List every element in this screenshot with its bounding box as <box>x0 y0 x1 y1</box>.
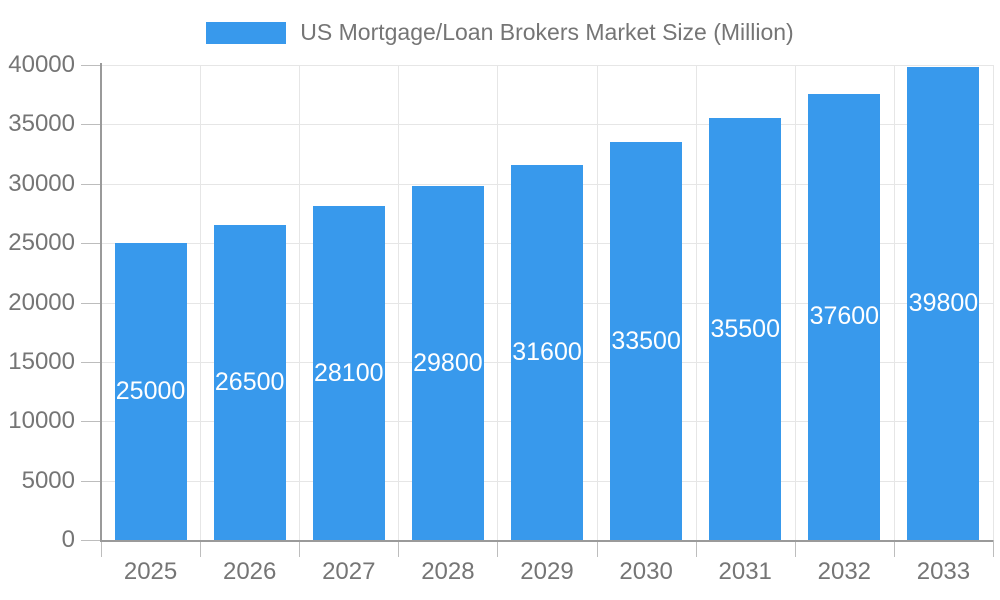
y-axis-tick-label: 25000 <box>8 229 75 257</box>
gridline-v <box>299 65 301 540</box>
y-axis-tick <box>81 183 101 185</box>
x-axis-tick-label: 2031 <box>718 558 772 585</box>
bar-2030[interactable]: 33500 <box>610 142 683 540</box>
bar-value-label: 35500 <box>710 314 780 343</box>
y-axis-tick-label: 10000 <box>8 407 75 435</box>
bar-2028[interactable]: 29800 <box>411 186 484 540</box>
y-axis-tick-label: 0 <box>61 526 75 553</box>
x-axis-tick <box>200 540 202 557</box>
x-axis-tick-label: 2025 <box>123 558 178 585</box>
x-axis-tick-label: 2029 <box>520 558 574 585</box>
bar-2026[interactable]: 26500 <box>213 225 286 540</box>
x-axis-tick <box>794 540 796 557</box>
bar-value-label: 31600 <box>512 337 582 366</box>
bar-2027[interactable]: 28100 <box>312 206 385 540</box>
x-axis-line <box>100 540 993 542</box>
bar-2029[interactable]: 31600 <box>511 164 583 540</box>
y-axis-tick-label: 5000 <box>21 466 75 494</box>
x-axis-tick-label: 2032 <box>817 558 872 585</box>
x-axis-tick <box>893 540 895 557</box>
y-axis-tick-label: 20000 <box>8 288 75 316</box>
x-axis-tick <box>497 540 499 557</box>
y-axis-tick-label: 30000 <box>8 169 75 197</box>
bar-2033[interactable]: 39800 <box>907 67 980 540</box>
legend-swatch[interactable] <box>206 21 287 44</box>
y-axis-line <box>100 63 102 540</box>
x-axis-tick-label: 2027 <box>322 558 376 585</box>
bar-2031[interactable]: 35500 <box>709 118 782 540</box>
x-axis-tick <box>398 540 400 557</box>
y-axis-tick <box>81 243 101 245</box>
gridline-v <box>596 65 598 540</box>
gridline-v <box>398 65 400 540</box>
bar-value-label: 25000 <box>115 377 186 406</box>
bar-2032[interactable]: 37600 <box>808 93 881 540</box>
y-axis-tick <box>81 302 101 304</box>
y-axis-tick <box>81 124 101 126</box>
x-axis-tick <box>695 540 697 557</box>
gridline-h <box>101 65 993 66</box>
bar-value-label: 37600 <box>809 302 880 331</box>
y-axis-tick-label: 35000 <box>8 110 75 138</box>
bar-value-label: 28100 <box>314 358 384 387</box>
y-axis-tick <box>81 361 101 363</box>
gridline-v <box>993 65 994 540</box>
bar-value-label: 33500 <box>611 326 681 355</box>
bar-2025[interactable]: 25000 <box>114 243 187 540</box>
legend-label: US Mortgage/Loan Brokers Market Size (Mi… <box>300 19 794 45</box>
x-axis-tick <box>596 540 598 557</box>
x-axis-tick-label: 2033 <box>916 558 971 585</box>
x-axis-tick <box>993 540 994 557</box>
x-axis-tick-label: 2026 <box>222 558 277 585</box>
x-axis-tick <box>101 540 102 557</box>
gridline-v <box>794 65 796 540</box>
bar-value-label: 26500 <box>214 368 285 397</box>
legend[interactable]: US Mortgage/Loan Brokers Market Size (Mi… <box>0 19 1000 46</box>
x-axis-tick <box>299 540 301 557</box>
gridline-v <box>695 65 697 540</box>
y-axis-tick <box>81 65 101 66</box>
gridline-v <box>200 65 202 540</box>
gridline-h <box>101 124 993 126</box>
y-axis-tick <box>81 540 101 541</box>
gridline-v <box>893 65 895 540</box>
y-axis-tick-label: 40000 <box>8 51 75 78</box>
y-axis-tick-label: 15000 <box>8 347 75 375</box>
x-axis-tick-label: 2028 <box>421 558 475 585</box>
bar-value-label: 29800 <box>413 348 483 377</box>
gridline-v <box>497 65 499 540</box>
y-axis-tick <box>81 421 101 423</box>
x-axis-tick-label: 2030 <box>619 558 673 585</box>
bar-value-label: 39800 <box>908 289 979 318</box>
y-axis-tick <box>81 480 101 482</box>
